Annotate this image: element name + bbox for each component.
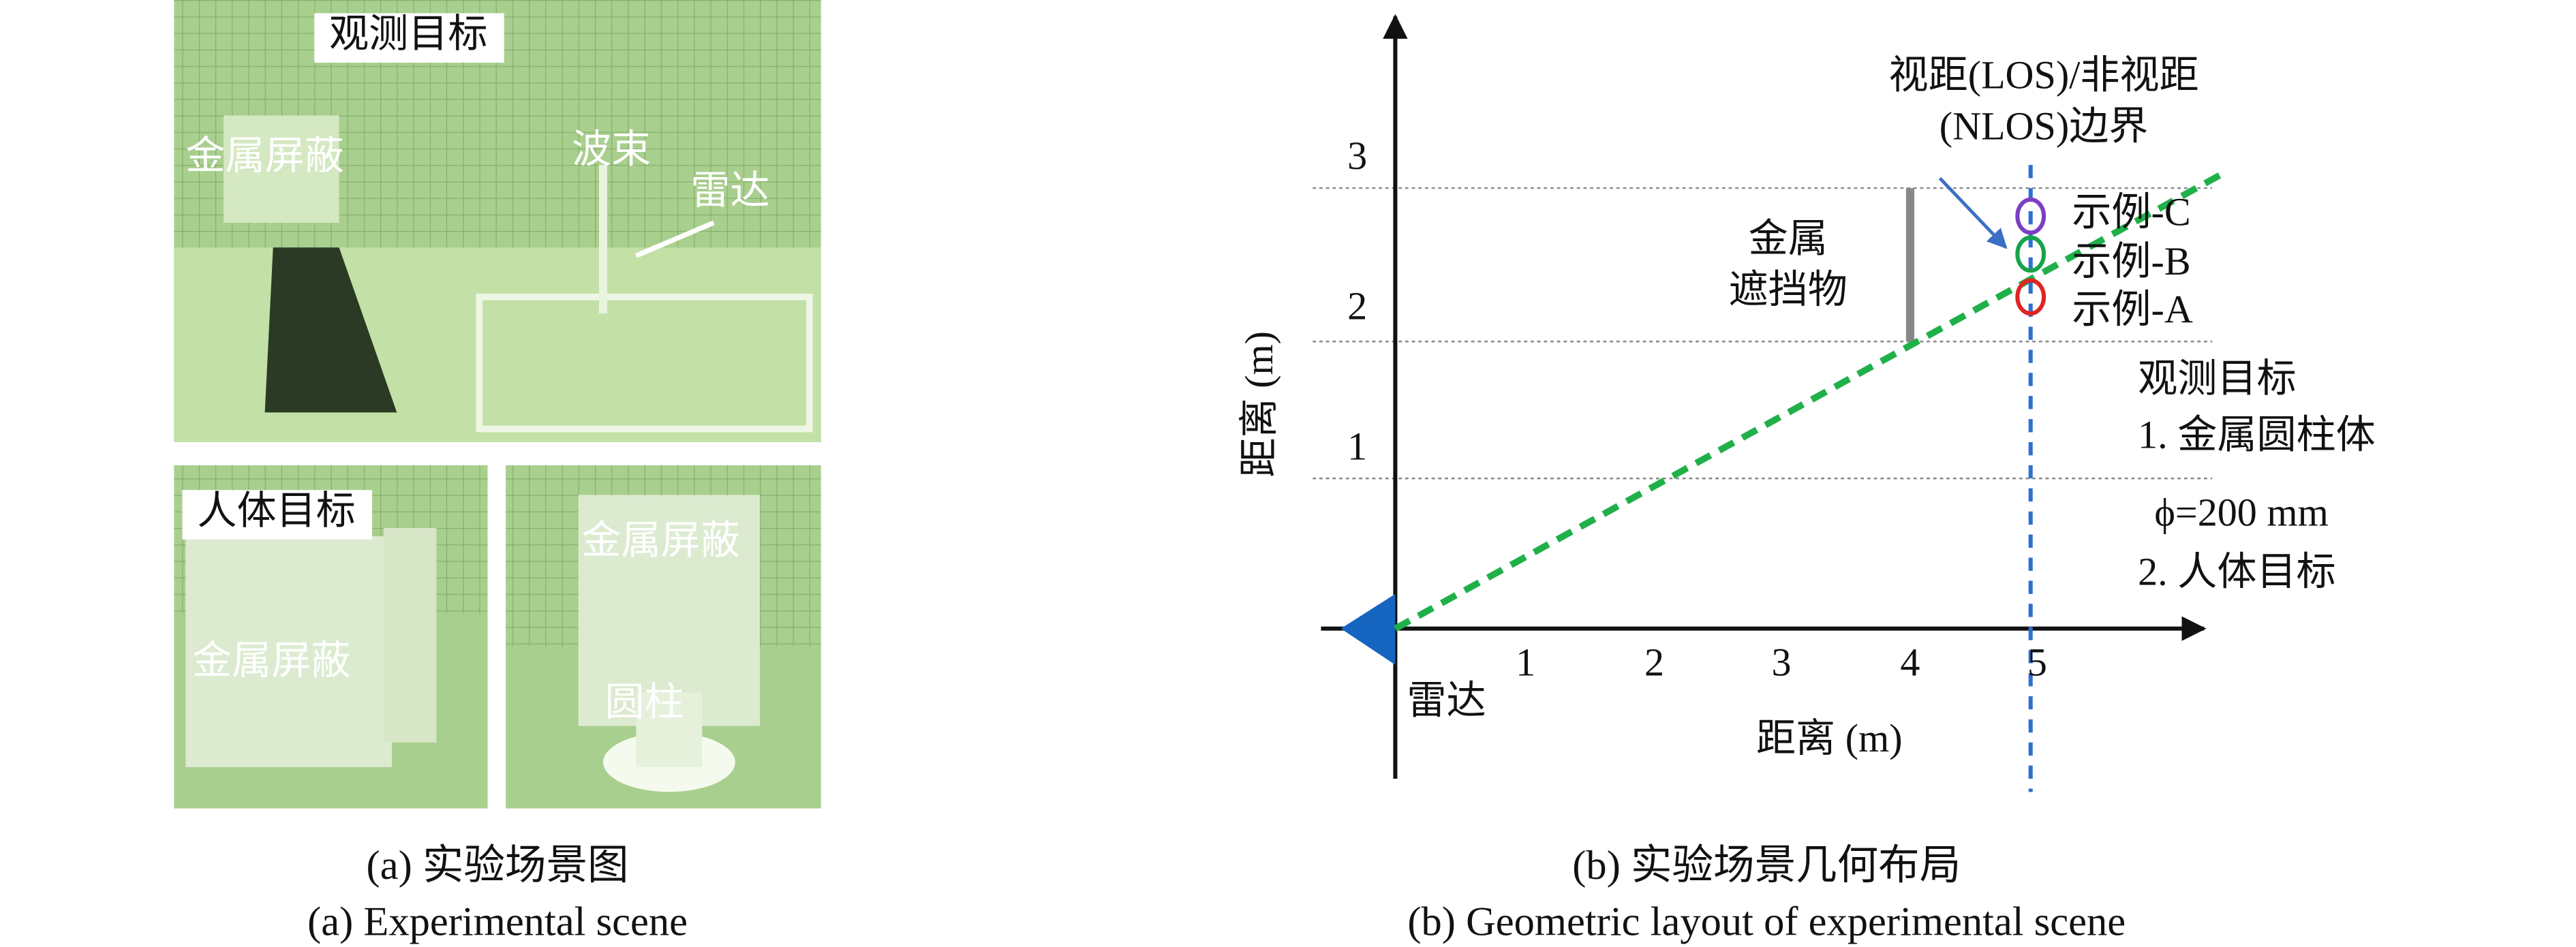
- photo-label: 波束: [572, 127, 651, 172]
- example-c: [2015, 197, 2046, 235]
- caption: (b) 实验场景几何布局: [1572, 843, 1961, 888]
- target-text: 1. 金属圆柱体: [2138, 412, 2376, 456]
- x-tick-label: 4: [1900, 640, 1920, 685]
- caption: (b) Geometric layout of experimental sce…: [1407, 899, 2126, 944]
- target-text: 观测目标: [2138, 356, 2296, 401]
- label-box: [182, 490, 373, 540]
- photo-top: [174, 0, 821, 442]
- example-label: 示例-C: [2072, 190, 2190, 234]
- example-b: [2015, 235, 2046, 273]
- y-axis-label: 距离 (m): [1237, 331, 1281, 478]
- caption: (a) Experimental scene: [307, 899, 688, 944]
- photo-label: 圆柱: [604, 680, 684, 724]
- photo-label: 金属屏蔽: [192, 638, 350, 683]
- photo-label: 金属屏蔽: [582, 518, 740, 562]
- arrow: [1938, 176, 2008, 249]
- x-tick-label: 5: [2027, 640, 2047, 685]
- obstacle-label: 金属: [1749, 216, 1828, 260]
- photo-label: 雷达: [690, 168, 769, 213]
- x-tick-label: 1: [1516, 640, 1535, 685]
- photo-label: 观测目标: [329, 12, 487, 56]
- boundary-label: 视距(LOS)/非视距: [1889, 53, 2199, 97]
- example-a: [2015, 278, 2046, 316]
- x-tick-label: 2: [1644, 640, 1664, 685]
- y-tick-label: 1: [1347, 424, 1367, 468]
- radar-icon: [1340, 593, 1396, 665]
- x-tick-label: 3: [1772, 640, 1792, 685]
- example-label: 示例-B: [2072, 239, 2190, 283]
- photo-bottom-right: [506, 465, 821, 809]
- label-box: [314, 13, 504, 63]
- example-label: 示例-A: [2072, 287, 2193, 331]
- caption: (a) 实验场景图: [367, 843, 629, 888]
- target-text: 2. 人体目标: [2138, 549, 2336, 593]
- arrow: [635, 220, 715, 258]
- radar-label: 雷达: [1407, 678, 1486, 722]
- boundary-label: (NLOS)边界: [1939, 104, 2149, 149]
- target-text: ϕ=200 mm: [2154, 490, 2328, 534]
- photo-label: 人体目标: [197, 488, 355, 533]
- diagram: [1313, 14, 2222, 792]
- photo-label: 金属屏蔽: [185, 134, 343, 178]
- obstacle-label: 遮挡物: [1729, 267, 1847, 311]
- y-tick-label: 3: [1347, 134, 1367, 178]
- x-axis-label: 距离 (m): [1756, 716, 1903, 760]
- y-tick-label: 2: [1347, 284, 1367, 328]
